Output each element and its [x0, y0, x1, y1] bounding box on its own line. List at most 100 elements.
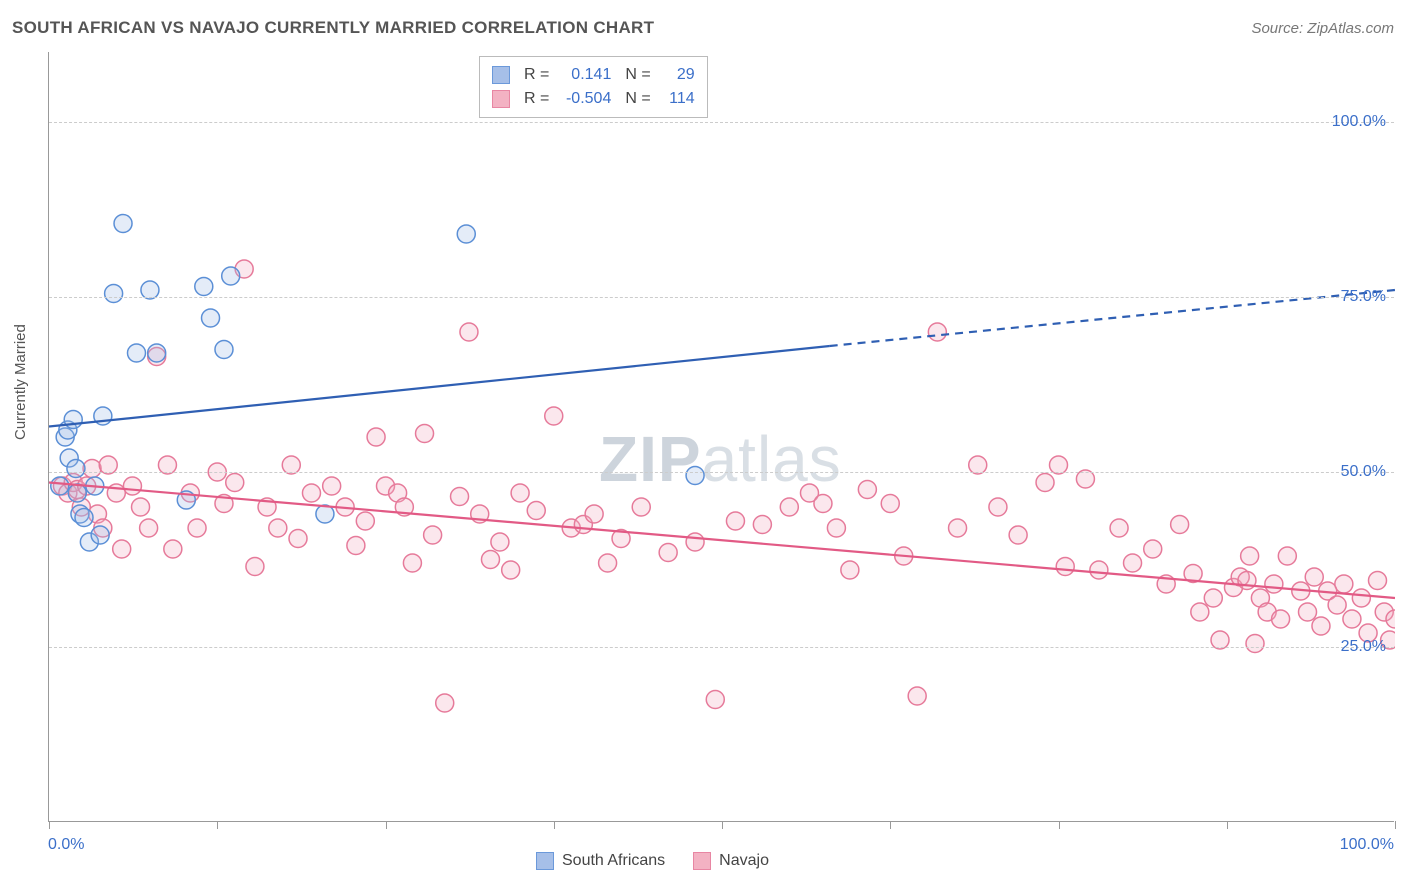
gridline-h [49, 297, 1394, 298]
n-value-series1: 29 [661, 63, 695, 87]
data-point [367, 428, 385, 446]
chart-header: SOUTH AFRICAN VS NAVAJO CURRENTLY MARRIE… [12, 18, 1394, 38]
data-point [1335, 575, 1353, 593]
y-tick-label: 50.0% [1341, 463, 1386, 481]
x-tick [722, 821, 723, 829]
data-point [123, 477, 141, 495]
data-point [599, 554, 617, 572]
chart-source: Source: ZipAtlas.com [1251, 20, 1394, 37]
trend-line [49, 483, 1395, 599]
data-point [686, 467, 704, 485]
data-point [881, 495, 899, 513]
chart-container: ZIPatlas R = 0.141 N = 29 R = -0.504 N =… [48, 52, 1394, 822]
data-point [457, 225, 475, 243]
data-point [827, 519, 845, 537]
data-point [1352, 589, 1370, 607]
data-point [1056, 558, 1074, 576]
plot-area: ZIPatlas R = 0.141 N = 29 R = -0.504 N =… [48, 52, 1394, 822]
data-point [481, 551, 499, 569]
data-point [105, 285, 123, 303]
x-tick [217, 821, 218, 829]
y-tick-label: 100.0% [1332, 113, 1386, 131]
data-point [686, 533, 704, 551]
data-point [347, 537, 365, 555]
data-point [64, 411, 82, 429]
data-point [215, 341, 233, 359]
data-point [1246, 635, 1264, 653]
data-point [1343, 610, 1361, 628]
data-point [989, 498, 1007, 516]
x-tick [49, 821, 50, 829]
x-tick [554, 821, 555, 829]
data-point [502, 561, 520, 579]
n-label: N = [625, 63, 650, 87]
legend-item-series2: Navajo [693, 852, 769, 870]
trend-line-extrapolated [830, 290, 1395, 346]
data-point [323, 477, 341, 495]
data-point [424, 526, 442, 544]
data-point [585, 505, 603, 523]
data-point [706, 691, 724, 709]
data-point [1090, 561, 1108, 579]
data-point [164, 540, 182, 558]
data-point [928, 323, 946, 341]
legend-series: South Africans Navajo [536, 852, 769, 870]
gridline-h [49, 647, 1394, 648]
swatch-series2 [492, 90, 510, 108]
data-point [1110, 519, 1128, 537]
data-point [114, 215, 132, 233]
n-label: N = [625, 87, 650, 111]
data-point [132, 498, 150, 516]
data-point [91, 526, 109, 544]
data-point [451, 488, 469, 506]
legend-item-series1: South Africans [536, 852, 665, 870]
chart-title: SOUTH AFRICAN VS NAVAJO CURRENTLY MARRIE… [12, 18, 654, 38]
data-point [222, 267, 240, 285]
data-point [545, 407, 563, 425]
x-tick-label: 0.0% [48, 836, 84, 854]
data-point [1328, 596, 1346, 614]
data-point [726, 512, 744, 530]
data-point [269, 519, 287, 537]
data-point [1144, 540, 1162, 558]
data-point [226, 474, 244, 492]
x-tick [1059, 821, 1060, 829]
legend-label-series1: South Africans [562, 852, 665, 870]
data-point [1241, 547, 1259, 565]
data-point [148, 344, 166, 362]
y-axis-label: Currently Married [12, 324, 29, 440]
scatter-svg [49, 52, 1395, 822]
data-point [814, 495, 832, 513]
swatch-series1 [492, 66, 510, 84]
data-point [436, 694, 454, 712]
data-point [68, 484, 86, 502]
data-point [659, 544, 677, 562]
r-value-series1: 0.141 [559, 63, 611, 87]
legend-row-series1: R = 0.141 N = 29 [492, 63, 695, 87]
data-point [302, 484, 320, 502]
data-point [113, 540, 131, 558]
data-point [416, 425, 434, 443]
data-point [949, 519, 967, 537]
x-tick [386, 821, 387, 829]
y-tick-label: 25.0% [1341, 638, 1386, 656]
y-tick-label: 75.0% [1341, 288, 1386, 306]
data-point [511, 484, 529, 502]
data-point [1171, 516, 1189, 534]
r-label: R = [524, 63, 549, 87]
swatch-series1-bottom [536, 852, 554, 870]
data-point [1305, 568, 1323, 586]
data-point [1265, 575, 1283, 593]
data-point [1278, 547, 1296, 565]
data-point [1124, 554, 1142, 572]
data-point [841, 561, 859, 579]
gridline-h [49, 472, 1394, 473]
x-tick [1227, 821, 1228, 829]
data-point [491, 533, 509, 551]
data-point [753, 516, 771, 534]
data-point [1191, 603, 1209, 621]
x-tick [1395, 821, 1396, 829]
data-point [246, 558, 264, 576]
data-point [632, 498, 650, 516]
data-point [1204, 589, 1222, 607]
